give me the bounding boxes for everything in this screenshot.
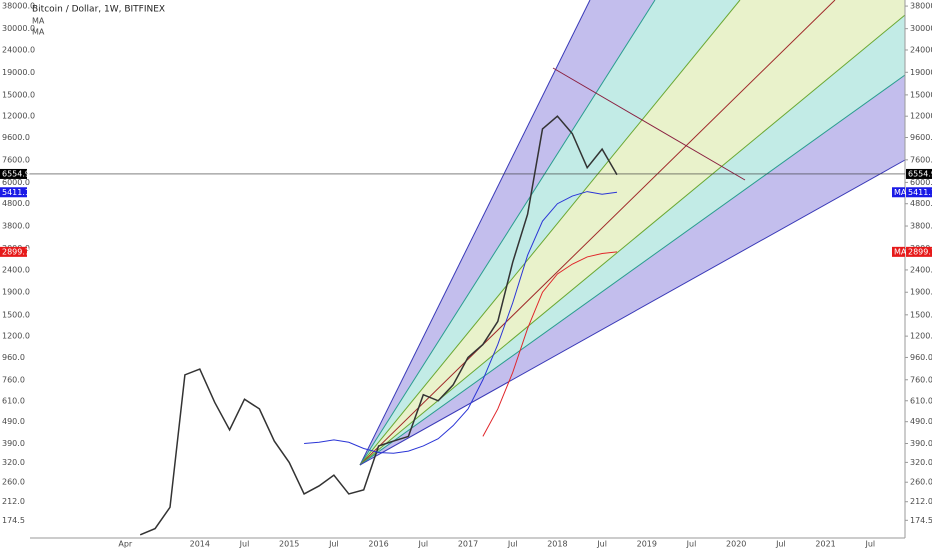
y-tick-label: 320.0 xyxy=(2,458,25,467)
x-tick-label: Jul xyxy=(596,540,607,549)
y-tick-label: 174.5 xyxy=(2,516,25,525)
price-tag-label: 2899.7 xyxy=(908,247,932,256)
gann-fan xyxy=(359,0,906,466)
y-tick-label: 390.0 xyxy=(2,439,25,448)
price-tag-label: 6554.9 xyxy=(2,169,30,178)
y-tick-label: 6000.0 xyxy=(910,178,932,187)
y-tick-label: 260.0 xyxy=(910,478,932,487)
y-tick-label: 174.5 xyxy=(910,516,932,525)
ma-tag-label: MA xyxy=(894,247,907,256)
x-tick-label: 2017 xyxy=(458,540,478,549)
x-tick-label: Apr xyxy=(118,540,133,549)
ma-tag xyxy=(892,246,905,257)
price-tag-label: 2899.7 xyxy=(2,247,30,256)
y-tick-label: 2400.0 xyxy=(2,265,30,274)
x-tick-label: Jul xyxy=(507,540,518,549)
y-tick-label: 24000.0 xyxy=(2,45,35,54)
y-tick-label: 2400.0 xyxy=(910,265,932,274)
x-tick-label: Jul xyxy=(328,540,339,549)
indicator-label: MA xyxy=(32,17,45,26)
y-tick-label: 6000.0 xyxy=(2,178,30,187)
y-tick-label: 490.0 xyxy=(910,417,932,426)
y-tick-label: 3800.0 xyxy=(2,222,30,231)
y-tick-label: 30000.0 xyxy=(2,24,35,33)
y-tick-label: 212.0 xyxy=(2,497,25,506)
y-tick-label: 19000.0 xyxy=(910,68,932,77)
y-tick-label: 212.0 xyxy=(910,497,932,506)
x-tick-label: 2015 xyxy=(279,540,299,549)
y-tick-label: 390.0 xyxy=(910,439,932,448)
price-tag xyxy=(0,187,27,198)
y-tick-label: 960.0 xyxy=(910,353,932,362)
x-tick-label: 2020 xyxy=(726,540,746,549)
indicator-label: MA xyxy=(32,28,45,37)
x-tick-label: Jul xyxy=(775,540,786,549)
x-tick-label: 2016 xyxy=(368,540,388,549)
y-tick-label: 610.0 xyxy=(2,396,25,405)
chart-title: Bitcoin / Dollar, 1W, BITFINEX xyxy=(32,5,165,15)
y-tick-label: 30000.0 xyxy=(910,24,932,33)
y-tick-label: 260.0 xyxy=(2,478,25,487)
y-tick-label: 1200.0 xyxy=(910,332,932,341)
y-tick-label: 24000.0 xyxy=(910,45,932,54)
price-tag xyxy=(906,168,932,179)
y-tick-label: 610.0 xyxy=(910,396,932,405)
price-tag xyxy=(906,246,932,257)
y-tick-label: 760.0 xyxy=(2,375,25,384)
x-tick-label: Jul xyxy=(417,540,428,549)
y-tick-label: 7600.0 xyxy=(2,155,30,164)
y-tick-label: 19000.0 xyxy=(2,68,35,77)
y-tick-label: 960.0 xyxy=(2,353,25,362)
y-tick-label: 1200.0 xyxy=(2,332,30,341)
y-tick-label: 1500.0 xyxy=(910,310,932,319)
x-tick-label: 2014 xyxy=(190,540,210,549)
x-tick-label: 2021 xyxy=(815,540,835,549)
y-tick-label: 1900.0 xyxy=(2,288,30,297)
x-tick-label: Jul xyxy=(686,540,697,549)
y-tick-label: 3800.0 xyxy=(910,222,932,231)
y-tick-label: 9600.0 xyxy=(2,133,30,142)
x-tick-label: 2018 xyxy=(547,540,567,549)
y-tick-label: 38000.0 xyxy=(2,2,35,11)
series-line xyxy=(139,115,618,536)
price-tag xyxy=(906,187,932,198)
y-tick-label: 490.0 xyxy=(2,417,25,426)
y-tick-label: 760.0 xyxy=(910,375,932,384)
series-line xyxy=(482,251,618,437)
price-tag-label: 5411.1 xyxy=(908,188,932,197)
price-tag-label: 5411.1 xyxy=(2,188,30,197)
x-tick-label: 2019 xyxy=(637,540,657,549)
y-tick-label: 9600.0 xyxy=(910,133,932,142)
y-tick-label: 15000.0 xyxy=(910,90,932,99)
y-tick-label: 38000.0 xyxy=(910,2,932,11)
price-tag-label: 6554.9 xyxy=(908,169,932,178)
y-tick-label: 7600.0 xyxy=(910,155,932,164)
y-tick-label: 12000.0 xyxy=(2,112,35,121)
series-line xyxy=(304,191,618,454)
y-tick-label: 1500.0 xyxy=(2,310,30,319)
y-tick-label: 4800.0 xyxy=(910,199,932,208)
y-tick-label: 320.0 xyxy=(910,458,932,467)
y-tick-label: 15000.0 xyxy=(2,90,35,99)
price-tag xyxy=(0,246,27,257)
price-tag xyxy=(0,168,27,179)
x-tick-label: Jul xyxy=(864,540,875,549)
y-tick-label: 4800.0 xyxy=(2,199,30,208)
x-tick-label: Jul xyxy=(239,540,250,549)
y-tick-label: 12000.0 xyxy=(910,112,932,121)
y-tick-label: 1900.0 xyxy=(910,288,932,297)
ma-tag-label: MA xyxy=(894,188,907,197)
ma-tag xyxy=(892,187,905,198)
